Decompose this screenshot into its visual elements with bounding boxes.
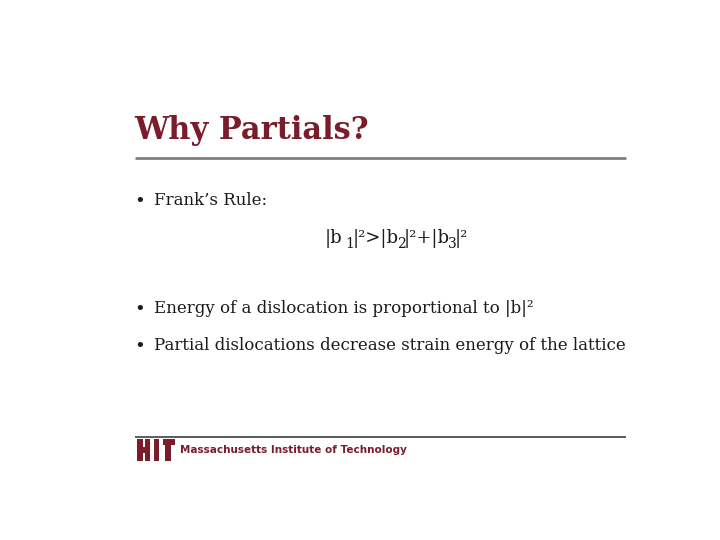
Text: •: •	[135, 300, 145, 318]
Text: •: •	[135, 192, 145, 210]
Text: |²>|b: |²>|b	[352, 229, 398, 248]
Text: •: •	[135, 337, 145, 355]
Text: 2: 2	[397, 237, 405, 251]
Text: Massachusetts Institute of Technology: Massachusetts Institute of Technology	[181, 445, 408, 455]
Text: Frank’s Rule:: Frank’s Rule:	[154, 192, 267, 208]
FancyBboxPatch shape	[153, 439, 159, 461]
Text: 3: 3	[449, 237, 457, 251]
FancyBboxPatch shape	[143, 447, 145, 453]
Text: Energy of a dislocation is proportional to |b|²: Energy of a dislocation is proportional …	[154, 300, 534, 317]
Text: Why Partials?: Why Partials?	[135, 114, 369, 146]
FancyBboxPatch shape	[145, 439, 150, 461]
Text: |b: |b	[324, 229, 342, 248]
Text: 1: 1	[346, 237, 354, 251]
FancyBboxPatch shape	[163, 439, 176, 445]
Text: |²+|b: |²+|b	[404, 229, 449, 248]
Text: |²: |²	[455, 229, 468, 248]
FancyBboxPatch shape	[166, 445, 171, 461]
FancyBboxPatch shape	[138, 439, 143, 461]
Text: Partial dislocations decrease strain energy of the lattice: Partial dislocations decrease strain ene…	[154, 337, 626, 354]
